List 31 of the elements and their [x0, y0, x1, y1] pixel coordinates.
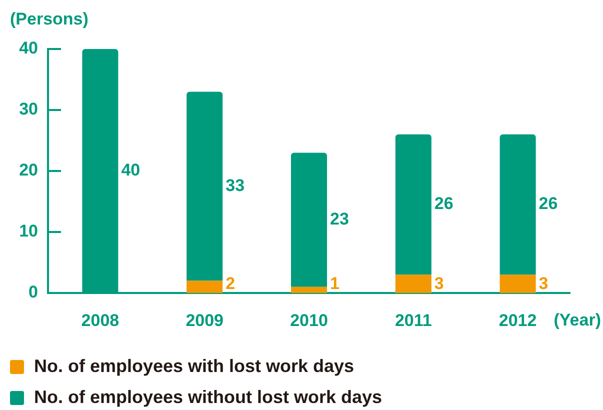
bar: [395, 134, 432, 275]
y-tick-label: 10: [19, 222, 38, 241]
legend-label: No. of employees without lost work days: [34, 387, 382, 408]
x-axis-title: (Year): [554, 310, 601, 330]
y-tick-label: 20: [19, 160, 38, 180]
total-label: 23: [330, 209, 349, 228]
y-tick-label: 30: [19, 100, 38, 119]
bar: [500, 134, 536, 275]
y-tick-label: 40: [19, 38, 38, 58]
x-tick-label: 2010: [290, 310, 328, 330]
total-label: 26: [538, 194, 558, 214]
x-tick-label: 2011: [394, 310, 432, 330]
total-label: 26: [434, 194, 454, 214]
bar: [500, 274, 536, 293]
y-axis-title: (Persons): [10, 10, 88, 29]
total-label: 33: [226, 176, 245, 195]
data-label: 2: [226, 274, 236, 293]
bar: [395, 274, 432, 293]
data-label: 3: [434, 274, 444, 293]
bar: [186, 92, 223, 281]
y-tick-label: 0: [28, 282, 38, 302]
bar: [290, 286, 328, 293]
data-label: 1: [330, 274, 340, 293]
x-tick-label: 2008: [81, 310, 120, 330]
x-tick-label: 2012: [498, 310, 537, 330]
x-tick-label: 2009: [186, 310, 224, 330]
bar: [290, 152, 328, 287]
bar: [186, 280, 223, 293]
total-label: 40: [121, 160, 140, 180]
legend-label: No. of employees with lost work days: [34, 356, 354, 377]
data-label: 3: [538, 274, 548, 293]
